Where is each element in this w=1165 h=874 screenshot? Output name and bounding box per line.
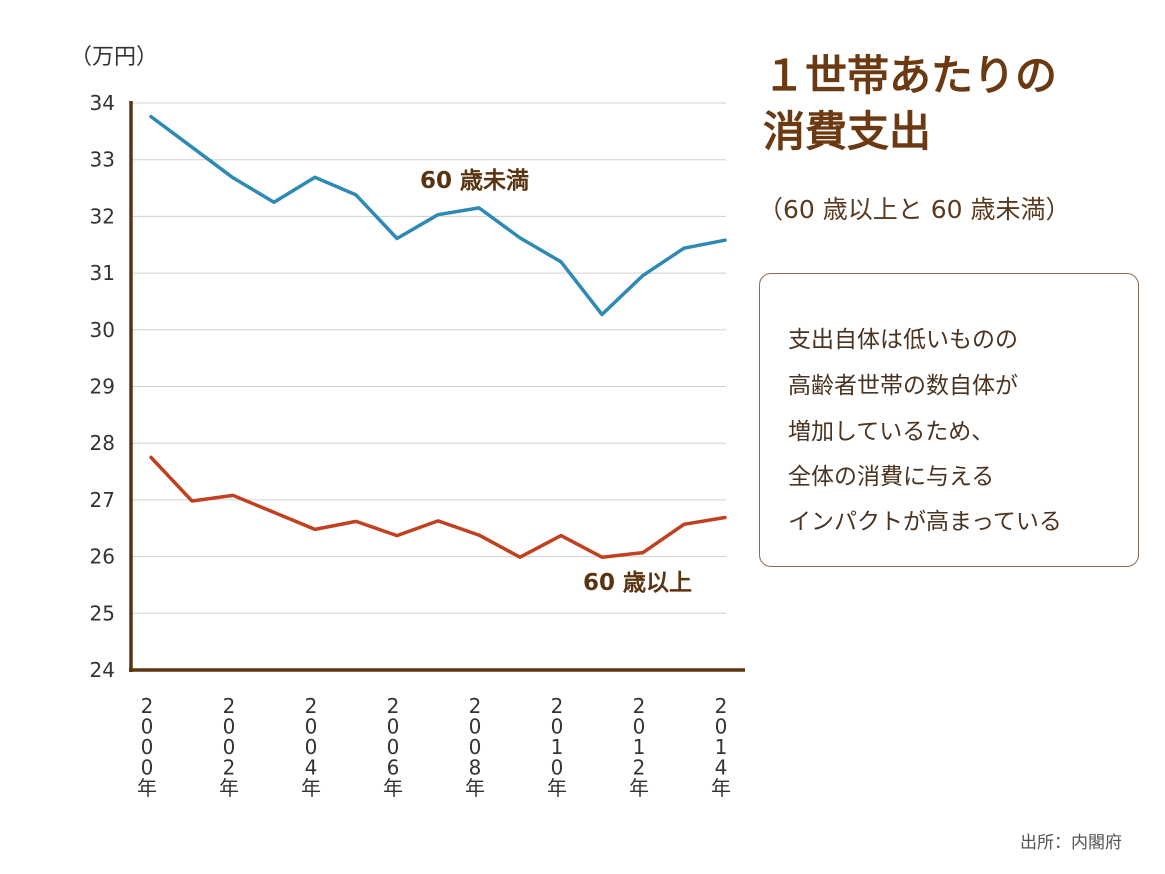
note-line: 高齢者世帯の数自体が (788, 373, 1018, 399)
note-line: 支出自体は低いものの (788, 327, 1018, 353)
y-tick-label: 30 (90, 318, 115, 342)
axes (129, 101, 745, 672)
series-line (149, 455, 727, 559)
note-line: インパクトが高まっている (788, 509, 1062, 535)
series-lines (149, 114, 727, 559)
y-tick-label: 25 (90, 601, 115, 625)
source-note: 出所：内閣府 (1020, 833, 1122, 853)
y-tick-label: 31 (90, 261, 115, 285)
y-tick-label: 28 (90, 431, 115, 455)
series-label: 60 歳以上 (583, 570, 692, 596)
gridlines (131, 102, 726, 614)
y-tick-label: 34 (90, 91, 115, 115)
y-axis-label: （万円） (70, 45, 158, 70)
y-tick-label: 33 (90, 148, 115, 172)
chart-subtitle: （60 歳以上と 60 歳未満） (758, 195, 1071, 224)
note-line: 全体の消費に与える (788, 464, 995, 490)
y-tick-label: 24 (90, 658, 115, 682)
y-tick-label: 29 (90, 375, 115, 399)
y-tick-label: 26 (90, 545, 115, 569)
x-axis-ticks: 2 0 0 0 年 2 0 0 2 年 2 0 0 4 年 2 0 0 6 年 2 0 0 8 年 2 0 1 0 年 2 0 1 2 年 2 0 1 4 年 (137, 694, 731, 800)
y-tick-label: 27 (90, 488, 115, 512)
series-line (149, 114, 727, 317)
note-box: 支出自体は低いものの 高齢者世帯の数自体が 増加しているため、 全体の消費に与え… (759, 273, 1139, 567)
note-line: 増加しているため、 (788, 419, 995, 445)
series-label: 60 歳未満 (420, 168, 529, 194)
series-labels: 60 歳未満 60 歳以上 (420, 168, 692, 596)
y-tick-label: 32 (90, 204, 115, 228)
y-axis-ticks: 24 25 26 27 28 29 30 31 32 33 34 (90, 91, 115, 682)
chart-title: １世帯あたりの 消費支出 (763, 51, 1058, 156)
